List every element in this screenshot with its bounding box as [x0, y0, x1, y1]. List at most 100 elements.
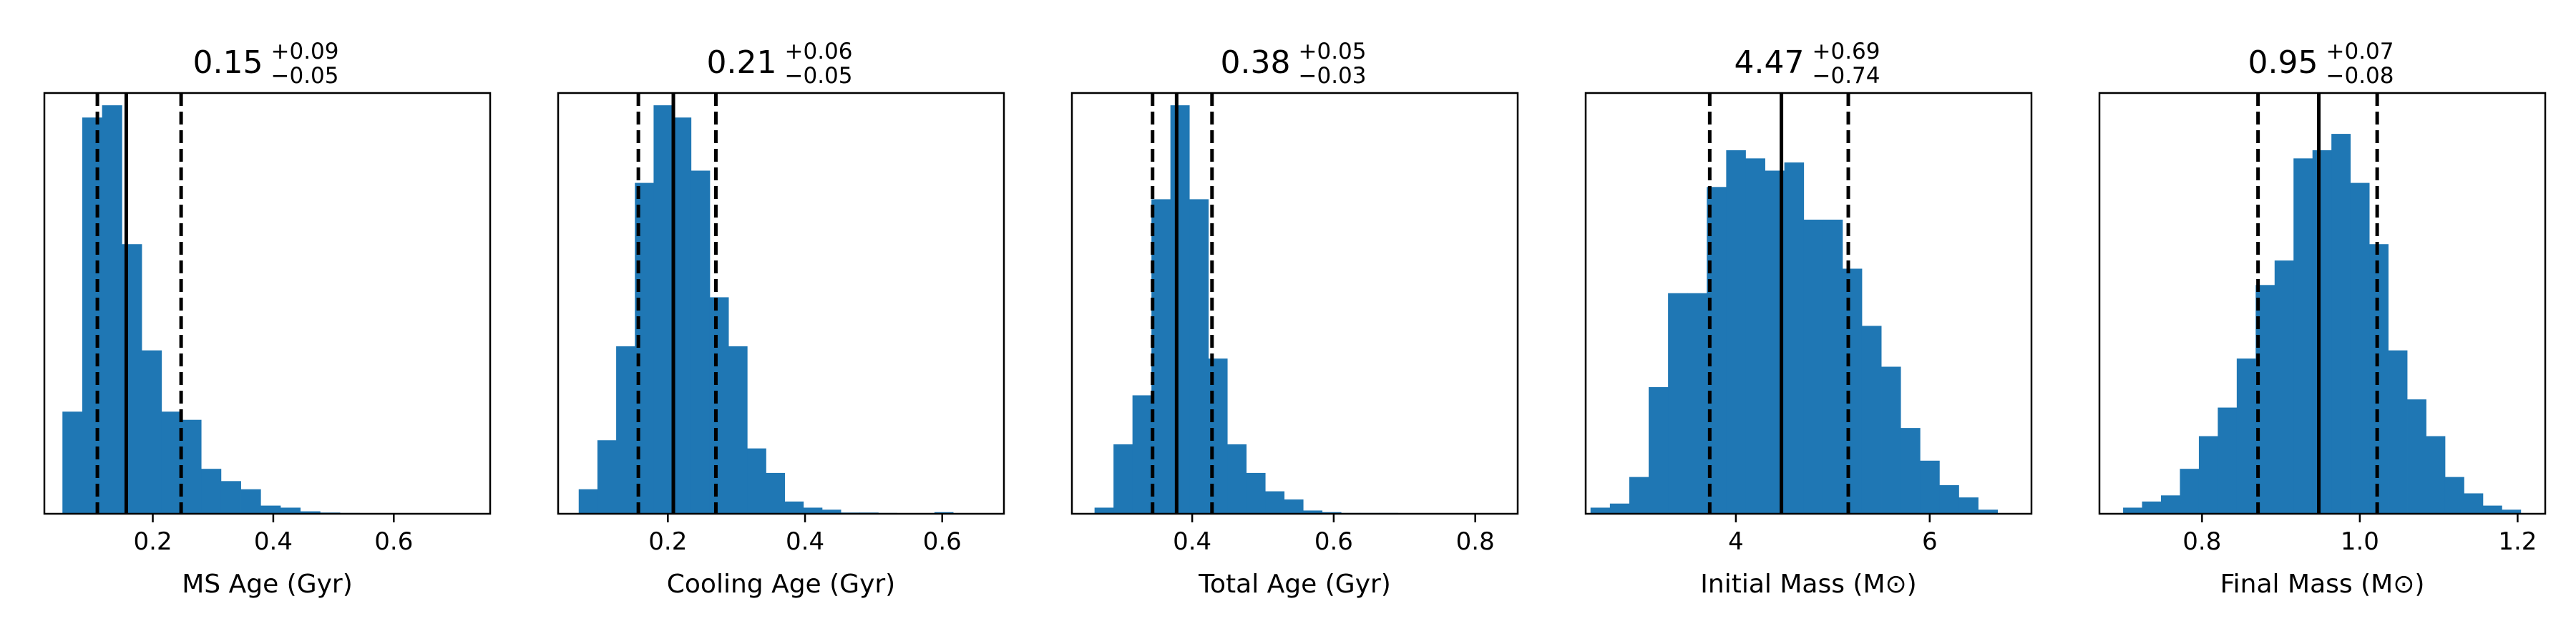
histogram-bar	[1303, 510, 1323, 514]
histogram-bar	[2274, 260, 2294, 514]
histogram-bar	[2388, 350, 2408, 514]
histogram-bar	[1265, 491, 1285, 514]
histogram-bar	[821, 509, 841, 514]
axes-frame	[43, 92, 492, 515]
histogram-bar	[1629, 477, 1649, 514]
panel-title: 0.95	[2248, 44, 2318, 81]
histogram-bar	[1687, 293, 1707, 514]
x-tick-label: 0.6	[1314, 527, 1353, 556]
histogram-bar	[82, 117, 103, 514]
histogram-bar	[1803, 219, 1824, 514]
histogram-bar	[2407, 399, 2426, 514]
histogram-bar	[2350, 182, 2370, 514]
histogram-bar	[1649, 387, 1669, 514]
histogram-panel: 0.2 0.4 0.6 Cooling Age (Gyr) 0.21 +0.06−0.05	[557, 39, 1005, 599]
x-axis-label: MS Age (Gyr)	[182, 570, 353, 599]
histogram-bar	[102, 105, 122, 514]
x-tick-label: 0.4	[254, 527, 293, 556]
histogram-bar	[2123, 507, 2142, 514]
histogram-bar	[2180, 469, 2200, 514]
histogram-bar	[1132, 395, 1152, 514]
histogram-bar	[161, 411, 182, 514]
histogram-bar	[1745, 158, 1765, 514]
title-lower-error: −0.08	[2326, 63, 2394, 89]
histogram-bar	[181, 419, 202, 514]
x-tick-label: 6	[1922, 527, 1938, 556]
histogram-bar	[784, 501, 804, 514]
histogram-bar	[766, 472, 785, 514]
histogram-bar	[1246, 472, 1266, 514]
panel-title: 0.38	[1221, 44, 1291, 81]
histogram-bar	[709, 297, 729, 514]
histogram-bar	[2502, 509, 2522, 514]
panel-title: 0.21	[707, 44, 777, 81]
histogram-bar	[1881, 366, 1901, 514]
histogram-bar	[1726, 150, 1746, 514]
x-tick-label: 0.4	[1173, 527, 1211, 556]
histogram-bar	[2464, 493, 2484, 514]
histogram-bar	[2312, 150, 2332, 514]
histogram-bar	[62, 411, 83, 514]
histogram-bar	[2198, 436, 2218, 514]
histogram-bar	[1151, 199, 1171, 514]
title-upper-error: +0.09	[271, 39, 339, 64]
histogram-bar	[2218, 407, 2238, 514]
histogram-panel: 0.2 0.4 0.6 MS Age (Gyr) 0.15 +0.09−0.05	[43, 39, 492, 599]
panel-title: 0.15	[193, 44, 263, 81]
histogram-bar	[1958, 497, 1979, 514]
x-axis-label: Total Age (Gyr)	[1198, 570, 1391, 599]
x-tick-label: 4	[1728, 527, 1744, 556]
histogram-bar	[1170, 105, 1190, 514]
x-tick-label: 0.2	[134, 527, 172, 556]
histogram-bar	[142, 350, 162, 514]
histogram-bar	[672, 117, 692, 514]
x-axis-label: Final Mass (M⊙)	[2220, 570, 2425, 599]
histogram-bar	[1823, 219, 1843, 514]
histogram-bar	[2236, 358, 2256, 514]
histogram-bar	[260, 505, 281, 514]
histogram-bar	[578, 489, 598, 514]
axes-frame	[557, 92, 1005, 515]
histogram-bar	[2331, 134, 2351, 514]
histogram-bar	[201, 469, 222, 514]
histogram-bar	[653, 105, 673, 514]
histogram-bar	[1861, 326, 1882, 514]
title-upper-error: +0.05	[1299, 39, 1367, 64]
histogram-panel: 0.8 1.0 1.2 Final Mass (M⊙) 0.95 +0.07−0.08	[2098, 39, 2547, 599]
x-tick-label: 0.6	[374, 527, 413, 556]
histogram-bar	[1901, 428, 1921, 514]
title-upper-error: +0.06	[785, 39, 853, 64]
title-lower-error: −0.74	[1813, 63, 1880, 89]
x-tick-label: 1.2	[2498, 527, 2537, 556]
histogram-bar	[2482, 505, 2502, 514]
x-axis-label: Cooling Age (Gyr)	[667, 570, 895, 599]
histogram-bar	[220, 481, 241, 514]
histogram-bar	[1284, 499, 1304, 514]
histogram-bar	[2142, 501, 2162, 514]
title-lower-error: −0.05	[271, 63, 339, 89]
axes-frame	[2098, 92, 2547, 515]
axes-frame	[1584, 92, 2033, 515]
title-upper-error: +0.07	[2326, 39, 2394, 64]
histogram-bar	[2293, 158, 2313, 514]
x-tick-label: 0.4	[786, 527, 824, 556]
histogram-bar	[1113, 444, 1133, 514]
histogram-bar	[747, 448, 766, 514]
panel-title: 4.47	[1735, 44, 1805, 81]
x-axis-label: Initial Mass (M⊙)	[1700, 570, 1916, 599]
histogram-bar	[280, 507, 301, 514]
histogram-bar	[1978, 509, 1998, 514]
histogram-bar	[1920, 460, 1940, 514]
x-tick-label: 1.0	[2341, 527, 2379, 556]
x-tick-label: 0.8	[1456, 527, 1495, 556]
histogram-bar	[1227, 444, 1247, 514]
histogram-bar	[2426, 436, 2446, 514]
x-tick-label: 0.8	[2182, 527, 2221, 556]
histogram-bar	[1939, 485, 1959, 514]
histogram-bar	[1609, 503, 1630, 514]
axes-frame	[1070, 92, 1519, 515]
x-tick-label: 0.2	[648, 527, 687, 556]
title-upper-error: +0.69	[1813, 39, 1880, 64]
